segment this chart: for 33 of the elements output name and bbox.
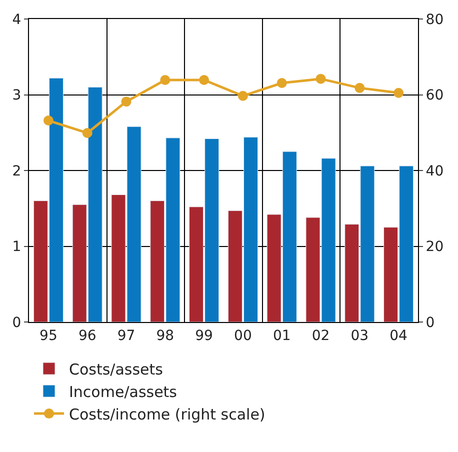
x-tick-label: 97: [117, 328, 136, 344]
y-tick-label: 4: [12, 12, 22, 28]
legend-label: Costs/income (right scale): [69, 405, 266, 424]
x-tick-label: 02: [312, 328, 330, 344]
y2-tick-label: 80: [426, 12, 444, 28]
x-tick-label: 99: [195, 328, 213, 344]
point: [82, 128, 92, 138]
point: [121, 96, 132, 107]
point: [43, 116, 54, 126]
point: [199, 74, 210, 85]
y-tick-label: 2: [12, 163, 22, 180]
legend-label: Costs/assets: [69, 360, 164, 378]
x-tick-label: 98: [156, 328, 174, 344]
point: [160, 74, 170, 85]
x-tick-label: 03: [350, 328, 369, 344]
x-tick-label: 00: [234, 328, 252, 344]
x-tick-label: 95: [40, 328, 58, 344]
point: [238, 90, 248, 101]
x-tick-label: 04: [390, 328, 408, 344]
x-tick-label: 96: [78, 328, 96, 344]
y2-tick-label: 60: [426, 88, 444, 104]
y-tick-label: 1: [12, 239, 22, 256]
legend-label: Income/assets: [69, 382, 178, 401]
point: [394, 88, 404, 98]
y2-tick-label: 20: [426, 239, 444, 256]
point: [276, 78, 287, 88]
point: [316, 74, 326, 84]
point: [354, 82, 365, 93]
y2-tick-label: 40: [426, 163, 444, 180]
y-tick-label: 0: [12, 314, 22, 331]
y-tick-label: 3: [12, 88, 22, 104]
y2-tick-label: 0: [426, 314, 435, 331]
x-tick-label: 01: [272, 328, 291, 344]
